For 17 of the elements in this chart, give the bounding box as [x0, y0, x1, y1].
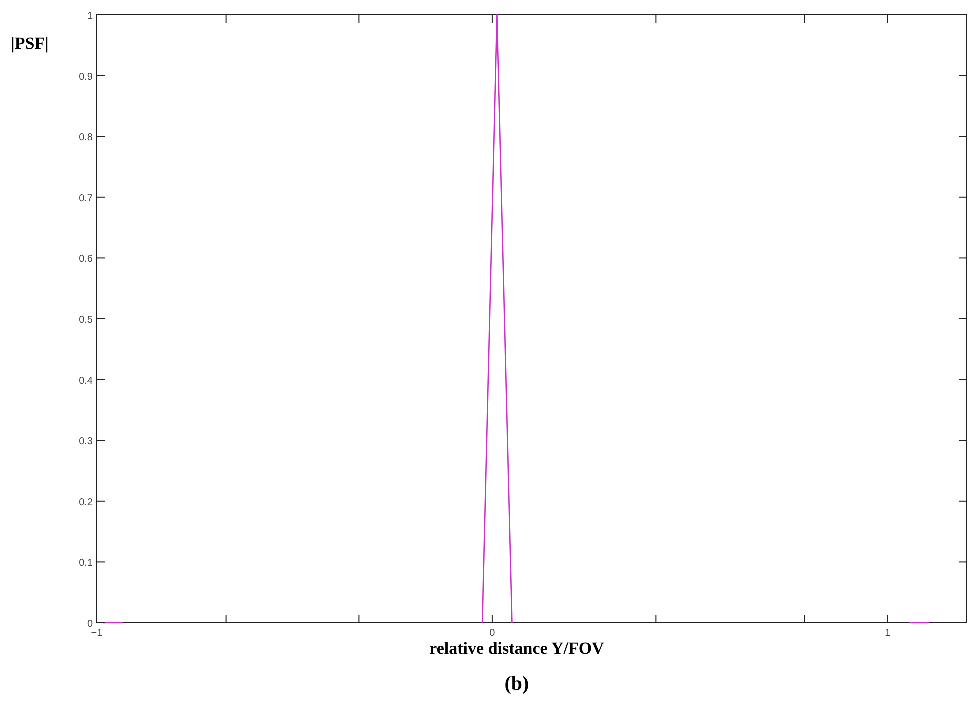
x-tick-label: −1 — [91, 628, 104, 639]
y-tick-label: 0.1 — [79, 558, 94, 570]
y-tick-label: 0.2 — [79, 497, 94, 508]
y-tick-label: 0.5 — [79, 315, 94, 326]
y-tick-label: 0 — [87, 619, 94, 630]
y-tick-label: 0.8 — [79, 132, 94, 144]
x-axis-title: relative distance Y/FOV — [430, 639, 606, 658]
y-tick-label: 0.7 — [79, 193, 94, 204]
x-tick-label: 0 — [490, 628, 496, 639]
y-tick-label: 0.3 — [79, 436, 94, 448]
y-tick-label: 0.9 — [79, 72, 94, 83]
x-tick-label: 1 — [885, 628, 892, 639]
y-tick-label: 0.4 — [79, 376, 94, 387]
y-tick-label: 0.6 — [79, 254, 94, 266]
y-tick-label: 1 — [87, 11, 94, 22]
text: (b) — [504, 673, 530, 695]
y-axis-title: |PSF| — [11, 34, 49, 53]
